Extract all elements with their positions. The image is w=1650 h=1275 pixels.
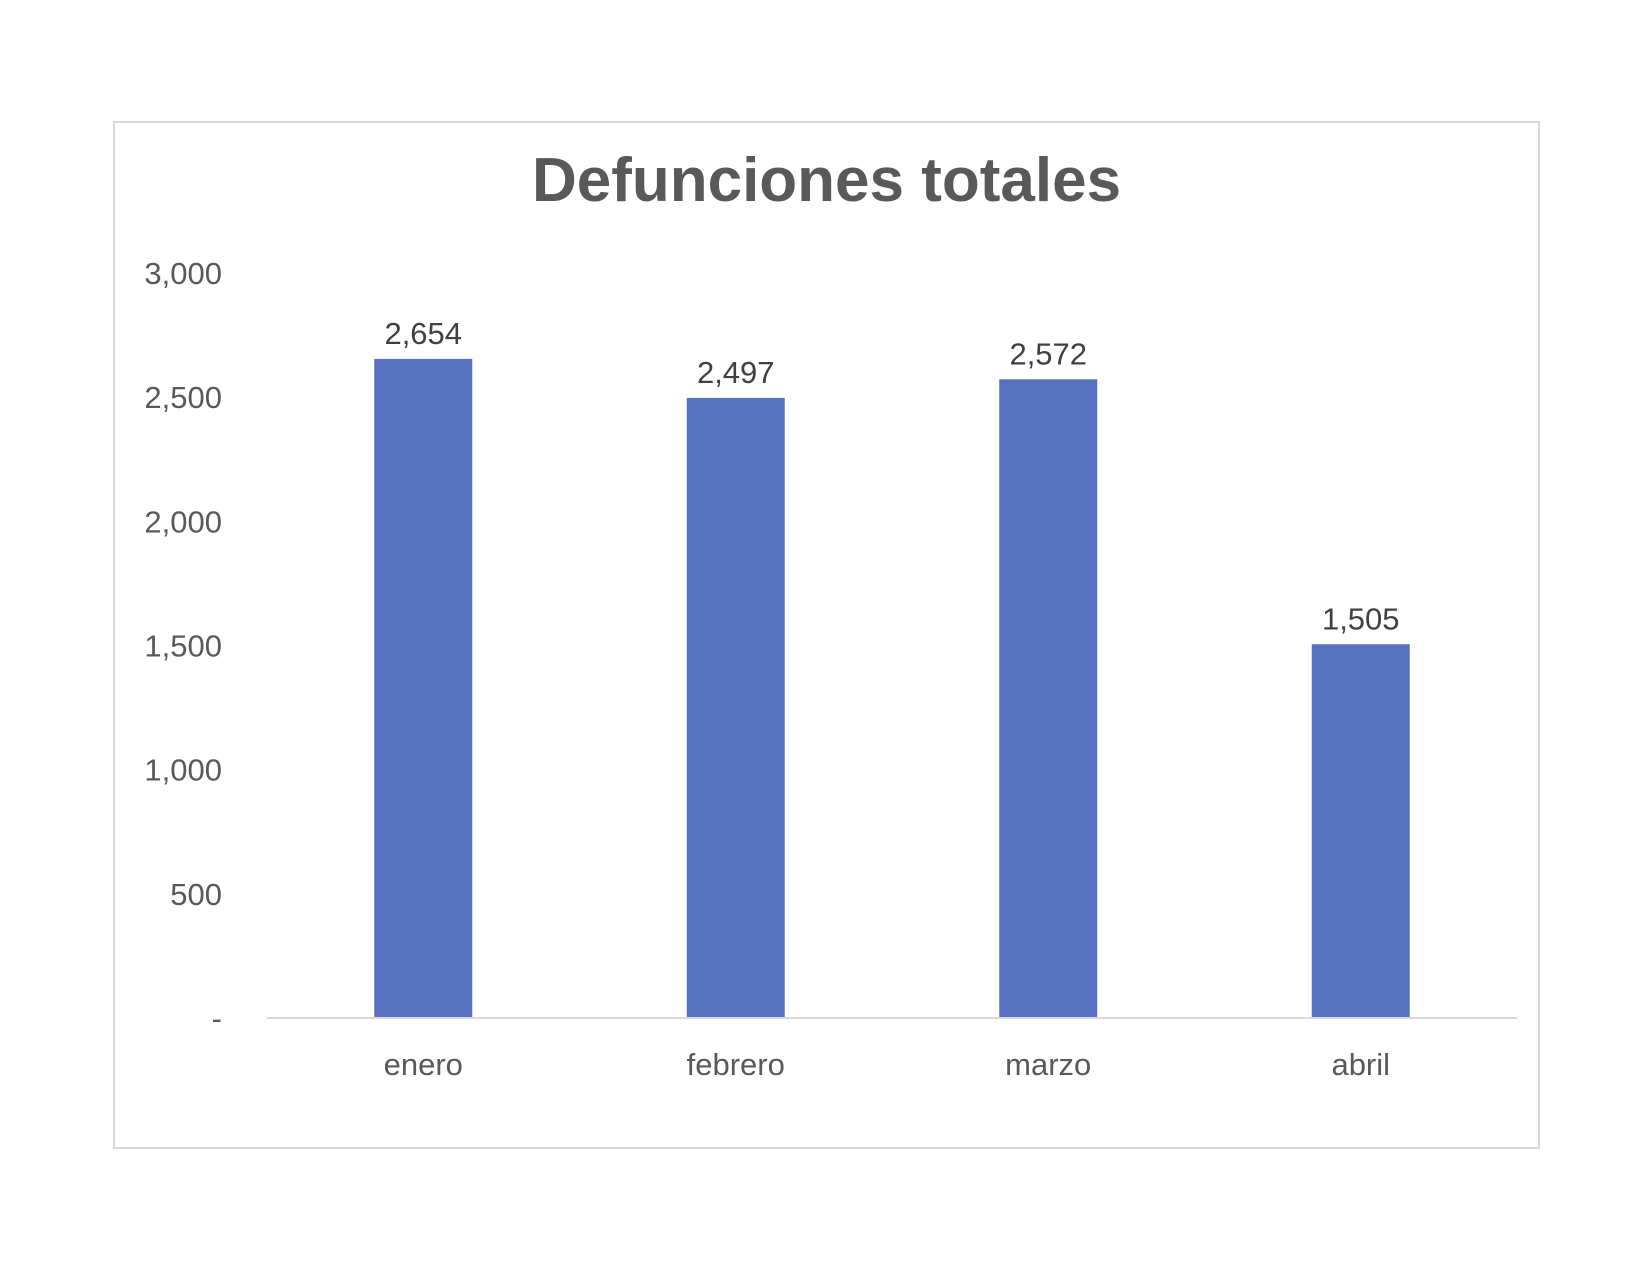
chart-plot: - 500 1,000 1,500 2,000 2,500 3,000 2,654 2,497… — [144, 256, 1517, 1082]
bar-enero — [374, 358, 473, 1018]
chart-title: Defunciones totales — [531, 146, 1122, 215]
data-labels: 2,654 2,497 2,572 1,505 — [384, 316, 1399, 636]
data-label: 2,497 — [697, 355, 775, 390]
bar-abril — [1311, 644, 1410, 1018]
x-tick-label: marzo — [1005, 1047, 1091, 1082]
y-tick-label: 1,000 — [144, 753, 222, 788]
data-label: 1,505 — [1322, 601, 1400, 636]
y-tick-label: 1,500 — [144, 629, 222, 664]
x-tick-label: febrero — [687, 1047, 785, 1082]
data-label: 2,654 — [384, 316, 462, 351]
bar-febrero — [686, 397, 785, 1019]
x-axis-tick-labels: enero febrero marzo abril — [384, 1047, 1390, 1082]
y-tick-label: 3,000 — [144, 256, 222, 291]
data-label: 2,572 — [1009, 336, 1087, 371]
chart-frame: Defunciones totales - 500 1,000 1,500 2,000 2… — [113, 121, 1540, 1149]
bar-series — [374, 358, 1410, 1019]
y-axis-tick-labels: - 500 1,000 1,500 2,000 2,500 3,000 — [144, 256, 222, 1036]
bar-marzo — [999, 379, 1098, 1019]
y-tick-label: 2,500 — [144, 380, 222, 415]
y-tick-label: 2,000 — [144, 504, 222, 539]
x-tick-label: enero — [384, 1047, 463, 1082]
y-tick-label: - — [212, 1001, 222, 1036]
x-tick-label: abril — [1331, 1047, 1390, 1082]
y-tick-label: 500 — [170, 877, 222, 912]
